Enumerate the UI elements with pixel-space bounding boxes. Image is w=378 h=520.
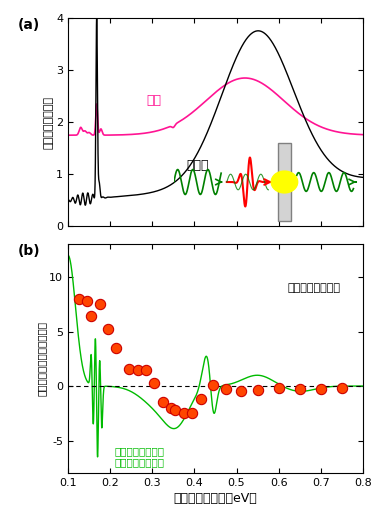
Text: 絶縁体: 絶縁体 (186, 159, 209, 172)
Text: (b): (b) (18, 244, 40, 258)
Point (189, 409, 195, 418)
Point (210, 381, 216, 389)
Text: 金属: 金属 (146, 94, 161, 107)
Point (297, 385, 303, 394)
Point (88, 312, 94, 320)
Point (143, 366, 149, 374)
Point (84, 297, 90, 305)
Polygon shape (278, 143, 291, 221)
Point (238, 387, 244, 396)
Y-axis label: 吸収（任意単位）: 吸収（任意単位） (43, 96, 53, 149)
Point (168, 404, 174, 412)
Point (318, 385, 324, 394)
Point (254, 386, 260, 395)
Point (105, 325, 111, 333)
Text: テラヘルツパルス: テラヘルツパルス (287, 282, 340, 293)
X-axis label: 光子エネルギー（eV）: 光子エネルギー（eV） (174, 492, 257, 505)
Point (339, 384, 345, 392)
Point (151, 379, 157, 387)
Y-axis label: 吸収の変化量（任意単位）: 吸収の変化量（任意単位） (36, 321, 46, 396)
Text: (a): (a) (18, 18, 40, 32)
Point (172, 406, 178, 414)
Point (160, 398, 166, 407)
Point (198, 395, 204, 404)
Point (181, 409, 187, 418)
Point (276, 384, 282, 393)
Point (76, 295, 82, 303)
Point (223, 385, 229, 394)
Text: 金属相と絶縁体相
の差分スペクトル: 金属相と絶縁体相 の差分スペクトル (115, 446, 164, 467)
Point (113, 344, 119, 352)
Circle shape (271, 171, 298, 193)
Point (135, 366, 141, 374)
Point (97, 300, 103, 308)
Point (126, 365, 132, 373)
